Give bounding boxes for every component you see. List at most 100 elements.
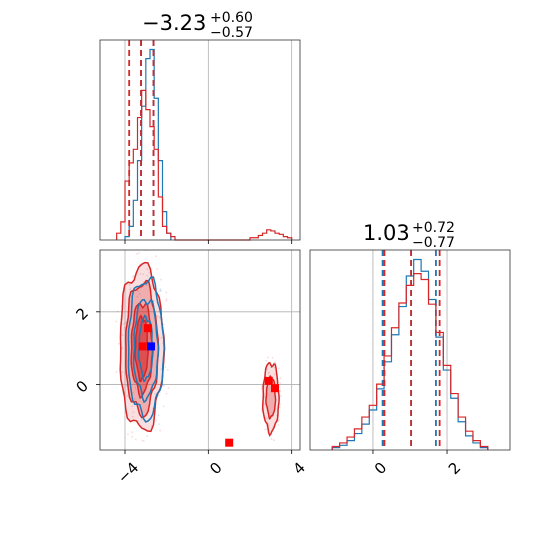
scatter-point	[165, 298, 168, 301]
title-median-param-1: 1.03	[363, 221, 410, 245]
x-tick-label: 4	[290, 459, 309, 478]
contour-blue-0-level-1	[132, 299, 160, 404]
scatter-point	[260, 388, 263, 390]
scatter-point	[278, 367, 280, 370]
scatter-point	[142, 273, 145, 276]
scatter-point	[152, 300, 155, 302]
scatter-point	[136, 295, 139, 298]
scatter-point	[165, 291, 168, 294]
scatter-point	[115, 371, 118, 373]
scatter-point	[267, 372, 270, 375]
scatter-point	[279, 382, 281, 384]
histogram-red-series	[331, 273, 489, 450]
scatter-point	[165, 300, 167, 302]
scatter-point	[131, 431, 133, 434]
scatter-point	[128, 388, 131, 390]
scatter-point	[278, 389, 280, 392]
contour-area	[115, 247, 282, 447]
scatter-point	[137, 420, 139, 423]
scatter-point	[131, 374, 133, 377]
scatter-point	[129, 363, 132, 365]
scatter-point	[154, 393, 156, 395]
scatter-point	[155, 255, 157, 257]
scatter-point	[165, 392, 168, 395]
scatter-point	[144, 247, 146, 249]
axes-frame	[99, 249, 301, 451]
scatter-point	[132, 411, 135, 414]
scatter-point	[139, 273, 142, 275]
scatter-point	[270, 438, 273, 440]
y-tick-label: 2	[72, 304, 91, 323]
scatter-point	[267, 422, 269, 425]
scatter-point	[167, 369, 169, 371]
scatter-point	[156, 268, 158, 270]
x-tick-label: 0	[371, 459, 390, 478]
scatter-point	[160, 368, 162, 370]
scatter-point	[155, 420, 157, 422]
axes-frame	[99, 39, 301, 241]
title-plus-param-0: +0.60	[210, 10, 253, 26]
scatter-point	[132, 275, 135, 277]
x-tick-label: 2	[445, 459, 464, 478]
scatter-point	[268, 371, 270, 374]
scatter-point	[160, 337, 163, 339]
scatter-point	[131, 436, 134, 438]
scatter-point	[120, 318, 122, 320]
scatter-point	[135, 438, 137, 441]
scatter-point	[261, 409, 263, 412]
scatter-point	[159, 289, 162, 291]
scatter-point	[124, 327, 126, 329]
scatter-point	[273, 367, 276, 369]
scatter-point	[121, 347, 124, 349]
scatter-point	[140, 419, 143, 421]
scatter-point	[116, 310, 119, 313]
scatter-point	[159, 391, 161, 393]
marker-red_marker	[143, 324, 152, 333]
scatter-point	[277, 424, 280, 426]
scatter-point	[138, 252, 140, 254]
scatter-point	[148, 271, 150, 274]
title-median-param-0: −3.23	[142, 11, 206, 35]
scatter-point	[278, 419, 280, 421]
scatter-point	[274, 361, 276, 364]
scatter-point	[280, 395, 282, 397]
marker-red_marker	[225, 438, 234, 447]
scatter-point	[263, 394, 265, 396]
x-tick-label: −4	[114, 459, 142, 487]
scatter-point	[267, 356, 269, 359]
scatter-point	[272, 426, 275, 428]
scatter-point	[162, 323, 165, 326]
scatter-point	[265, 360, 268, 362]
scatter-point	[134, 386, 137, 388]
scatter-point	[261, 408, 263, 410]
scatter-point	[261, 385, 263, 388]
scatter-point	[277, 420, 280, 422]
scatter-point	[143, 281, 145, 284]
axes-frame	[309, 249, 511, 451]
scatter-point	[141, 439, 143, 442]
scatter-point	[137, 290, 139, 292]
scatter-point	[139, 293, 141, 295]
marker-red_marker	[271, 384, 279, 393]
contour-panel: −4 0 4 0 2	[72, 247, 309, 487]
scatter-point	[271, 357, 274, 359]
scatter-point	[261, 396, 264, 399]
scatter-point	[263, 403, 265, 405]
scatter-point	[274, 373, 276, 375]
scatter-point	[159, 316, 162, 318]
scatter-point	[145, 250, 147, 251]
scatter-point	[267, 424, 270, 427]
scatter-point	[118, 342, 120, 345]
scatter-point	[164, 366, 167, 368]
scatter-point	[139, 264, 141, 266]
scatter-point	[133, 382, 135, 384]
scatter-point	[263, 384, 266, 387]
title-minus-param-0: −0.57	[210, 25, 253, 41]
histogram-blue-series	[124, 48, 172, 240]
scatter-point	[157, 315, 159, 318]
scatter-point	[159, 316, 161, 319]
scatter-point	[157, 290, 160, 293]
scatter-point	[132, 333, 134, 336]
scatter-point	[160, 278, 162, 281]
